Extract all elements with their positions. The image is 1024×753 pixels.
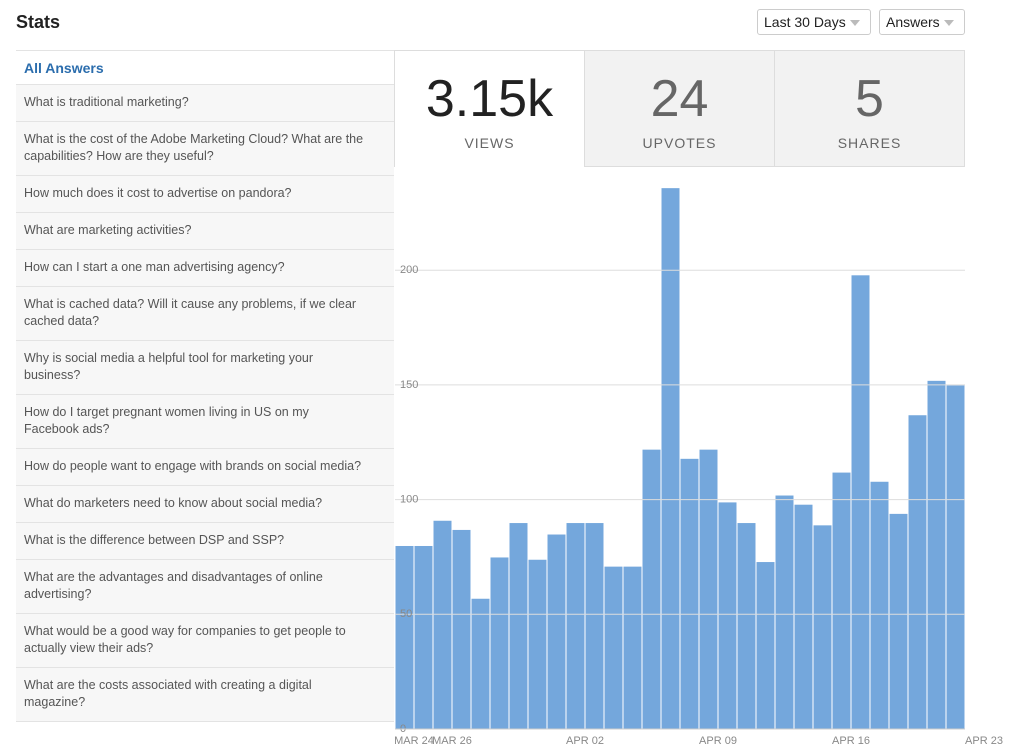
x-tick-label: MAR 26 <box>432 735 472 747</box>
stat-tab[interactable]: 24 UPVOTES <box>584 50 775 167</box>
bar <box>451 528 472 730</box>
bar <box>395 544 415 730</box>
answer-item[interactable]: What is the difference between DSP and S… <box>16 523 394 560</box>
answer-item[interactable]: What would be a good way for companies t… <box>16 614 394 668</box>
bar <box>622 565 643 730</box>
answer-item[interactable]: What are marketing activities? <box>16 213 394 250</box>
bar <box>432 519 453 730</box>
bar <box>945 384 966 730</box>
x-tick-label: APR 02 <box>566 735 604 747</box>
answer-item[interactable]: How do people want to engage with brands… <box>16 449 394 486</box>
answer-item[interactable]: How do I target pregnant women living in… <box>16 395 394 449</box>
y-tick-label: 200 <box>400 264 418 276</box>
answer-item[interactable]: How much does it cost to advertise on pa… <box>16 176 394 213</box>
stat-tabs: 3.15k VIEWS 24 UPVOTES 5 SHARES <box>394 50 965 167</box>
bar <box>888 512 909 730</box>
bar <box>413 544 434 730</box>
bar <box>565 522 586 730</box>
stat-value: 3.15k <box>425 70 554 128</box>
y-tick-label: 150 <box>400 379 418 391</box>
bar <box>546 533 567 730</box>
page-title: Stats <box>16 12 61 32</box>
stat-value: 5 <box>855 70 884 128</box>
stat-tab[interactable]: 3.15k VIEWS <box>394 50 585 167</box>
x-tick-label: APR 09 <box>699 735 737 747</box>
bar <box>470 597 491 730</box>
all-answers[interactable]: All Answers <box>16 51 394 85</box>
answer-item[interactable]: Why is social media a helpful tool for m… <box>16 341 394 395</box>
y-tick-label: 50 <box>400 608 412 620</box>
stat-label: VIEWS <box>464 135 515 151</box>
bar <box>907 414 928 730</box>
type-select[interactable]: Answers <box>879 9 965 35</box>
type-select-text: Answers <box>886 14 940 30</box>
answer-list: All Answers What is traditional marketin… <box>16 50 394 722</box>
answer-item[interactable]: What do marketers need to know about soc… <box>16 486 394 523</box>
y-tick-label: 100 <box>400 494 418 506</box>
bar <box>926 379 947 730</box>
bar <box>508 522 529 730</box>
range-select-text: Last 30 Days <box>764 14 846 30</box>
bar <box>717 501 738 730</box>
bar <box>812 524 833 730</box>
bar <box>850 274 871 730</box>
bar <box>603 565 624 730</box>
bar <box>755 561 776 730</box>
bar <box>793 503 814 730</box>
bar <box>527 558 548 730</box>
x-tick-label: MAR 24 <box>395 735 434 747</box>
answer-item[interactable]: What is the cost of the Adobe Marketing … <box>16 122 394 176</box>
bar <box>736 522 757 730</box>
dropdown-arrow <box>849 20 860 27</box>
x-tick-label: APR 16 <box>832 735 870 747</box>
bar <box>774 494 795 730</box>
bar <box>698 448 719 730</box>
bar <box>679 457 700 730</box>
answer-item[interactable]: What is cached data? Will it cause any p… <box>16 287 394 341</box>
bar <box>584 522 605 730</box>
stat-label: SHARES <box>837 135 902 151</box>
stat-tab[interactable]: 5 SHARES <box>774 50 965 167</box>
bar <box>869 480 890 730</box>
answer-item[interactable]: What are the costs associated with creat… <box>16 668 394 722</box>
bar <box>641 448 662 730</box>
bar <box>660 187 681 730</box>
answer-item[interactable]: How can I start a one man advertising ag… <box>16 250 394 287</box>
bar <box>831 471 852 730</box>
x-tick-label: APR 23 <box>965 735 1003 747</box>
answer-item[interactable]: What are the advantages and disadvantage… <box>16 560 394 614</box>
dropdown-arrow <box>943 20 954 27</box>
stat-value: 24 <box>650 70 709 128</box>
range-select[interactable]: Last 30 Days <box>757 9 871 35</box>
answer-item[interactable]: What is traditional marketing? <box>16 85 394 122</box>
stat-label: UPVOTES <box>642 135 717 151</box>
bar <box>489 556 510 730</box>
